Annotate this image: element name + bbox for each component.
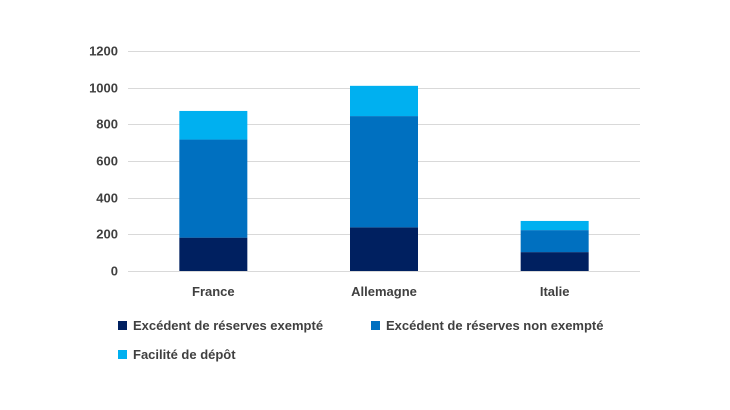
bar-france-series-2 — [179, 110, 248, 140]
legend-label-deposit-facility: Facilité de dépôt — [133, 346, 236, 362]
y-tick-label-1200: 1200 — [89, 44, 118, 59]
bar-france-series-1 — [179, 139, 248, 238]
x-axis: France Allemagne Italie — [192, 284, 569, 299]
bars — [179, 85, 589, 271]
bar-allemagne-series-2 — [350, 85, 418, 117]
y-tick-label-1000: 1000 — [89, 81, 118, 96]
y-tick-label-400: 400 — [96, 191, 118, 206]
bar-france-series-0 — [179, 237, 248, 271]
x-tick-label-allemagne: Allemagne — [351, 284, 417, 299]
y-tick-label-600: 600 — [96, 154, 118, 169]
bar-italie-series-0 — [520, 252, 589, 271]
legend: Excédent de réserves exempté Excédent de… — [118, 316, 678, 376]
y-tick-label-0: 0 — [111, 264, 118, 279]
legend-item-deposit-facility: Facilité de dépôt — [118, 345, 236, 363]
y-axis: 0 200 400 600 800 1000 1200 — [89, 44, 118, 279]
legend-swatch-non-exempt — [371, 320, 380, 330]
legend-item-non-exempt: Excédent de réserves non exempté — [371, 316, 604, 334]
bar-allemagne-series-1 — [350, 116, 418, 228]
y-tick-label-800: 800 — [96, 117, 118, 132]
legend-label-exempt: Excédent de réserves exempté — [133, 317, 324, 333]
y-tick-label-200: 200 — [96, 227, 118, 242]
legend-label-non-exempt: Excédent de réserves non exempté — [386, 317, 604, 333]
bar-italie-series-1 — [520, 230, 589, 253]
legend-item-exempt: Excédent de réserves exempté — [118, 316, 323, 334]
bar-allemagne-series-0 — [350, 227, 418, 271]
legend-swatch-exempt — [118, 320, 127, 330]
x-tick-label-france: France — [192, 284, 235, 299]
bar-italie-series-2 — [520, 220, 589, 231]
x-tick-label-italie: Italie — [540, 284, 570, 299]
legend-swatch-deposit-facility — [118, 349, 127, 359]
